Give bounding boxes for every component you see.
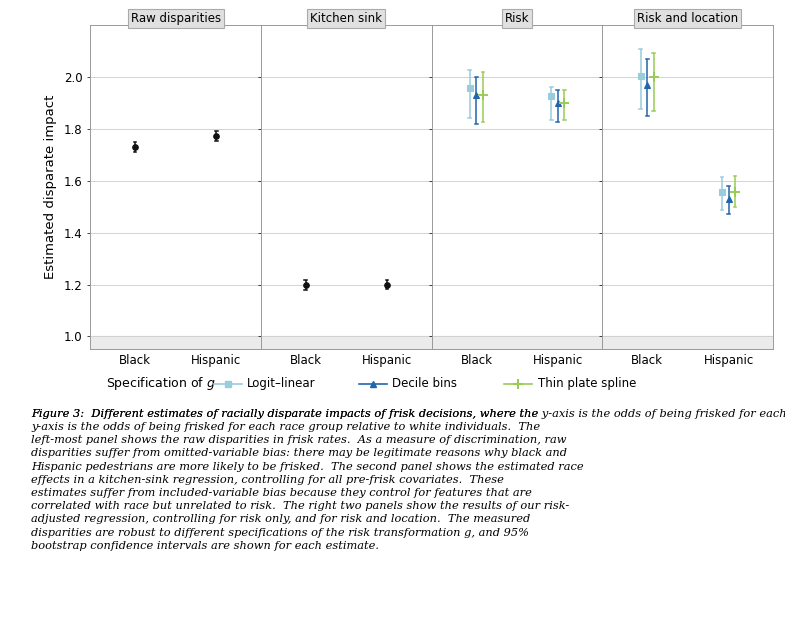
Text: Figure 3:  Different estimates of racially disparate impacts of frisk decisions,: Figure 3: Different estimates of raciall… (31, 409, 584, 551)
Bar (90, 336, 261, 349)
Bar (602, 336, 773, 349)
Text: Specification of $g$: Specification of $g$ (106, 375, 216, 392)
Bar (432, 336, 602, 349)
Title: Kitchen sink: Kitchen sink (310, 12, 382, 25)
Text: Logit–linear: Logit–linear (247, 378, 316, 390)
Text: Decile bins: Decile bins (392, 378, 458, 390)
Title: Raw disparities: Raw disparities (130, 12, 221, 25)
Y-axis label: Estimated disparate impact: Estimated disparate impact (44, 95, 57, 280)
Title: Risk: Risk (505, 12, 529, 25)
Text: Thin plate spline: Thin plate spline (538, 378, 636, 390)
Title: Risk and location: Risk and location (637, 12, 739, 25)
Bar (261, 336, 432, 349)
Text: Figure 3:  Different estimates of racially disparate impacts of frisk decisions,: Figure 3: Different estimates of raciall… (31, 409, 785, 419)
